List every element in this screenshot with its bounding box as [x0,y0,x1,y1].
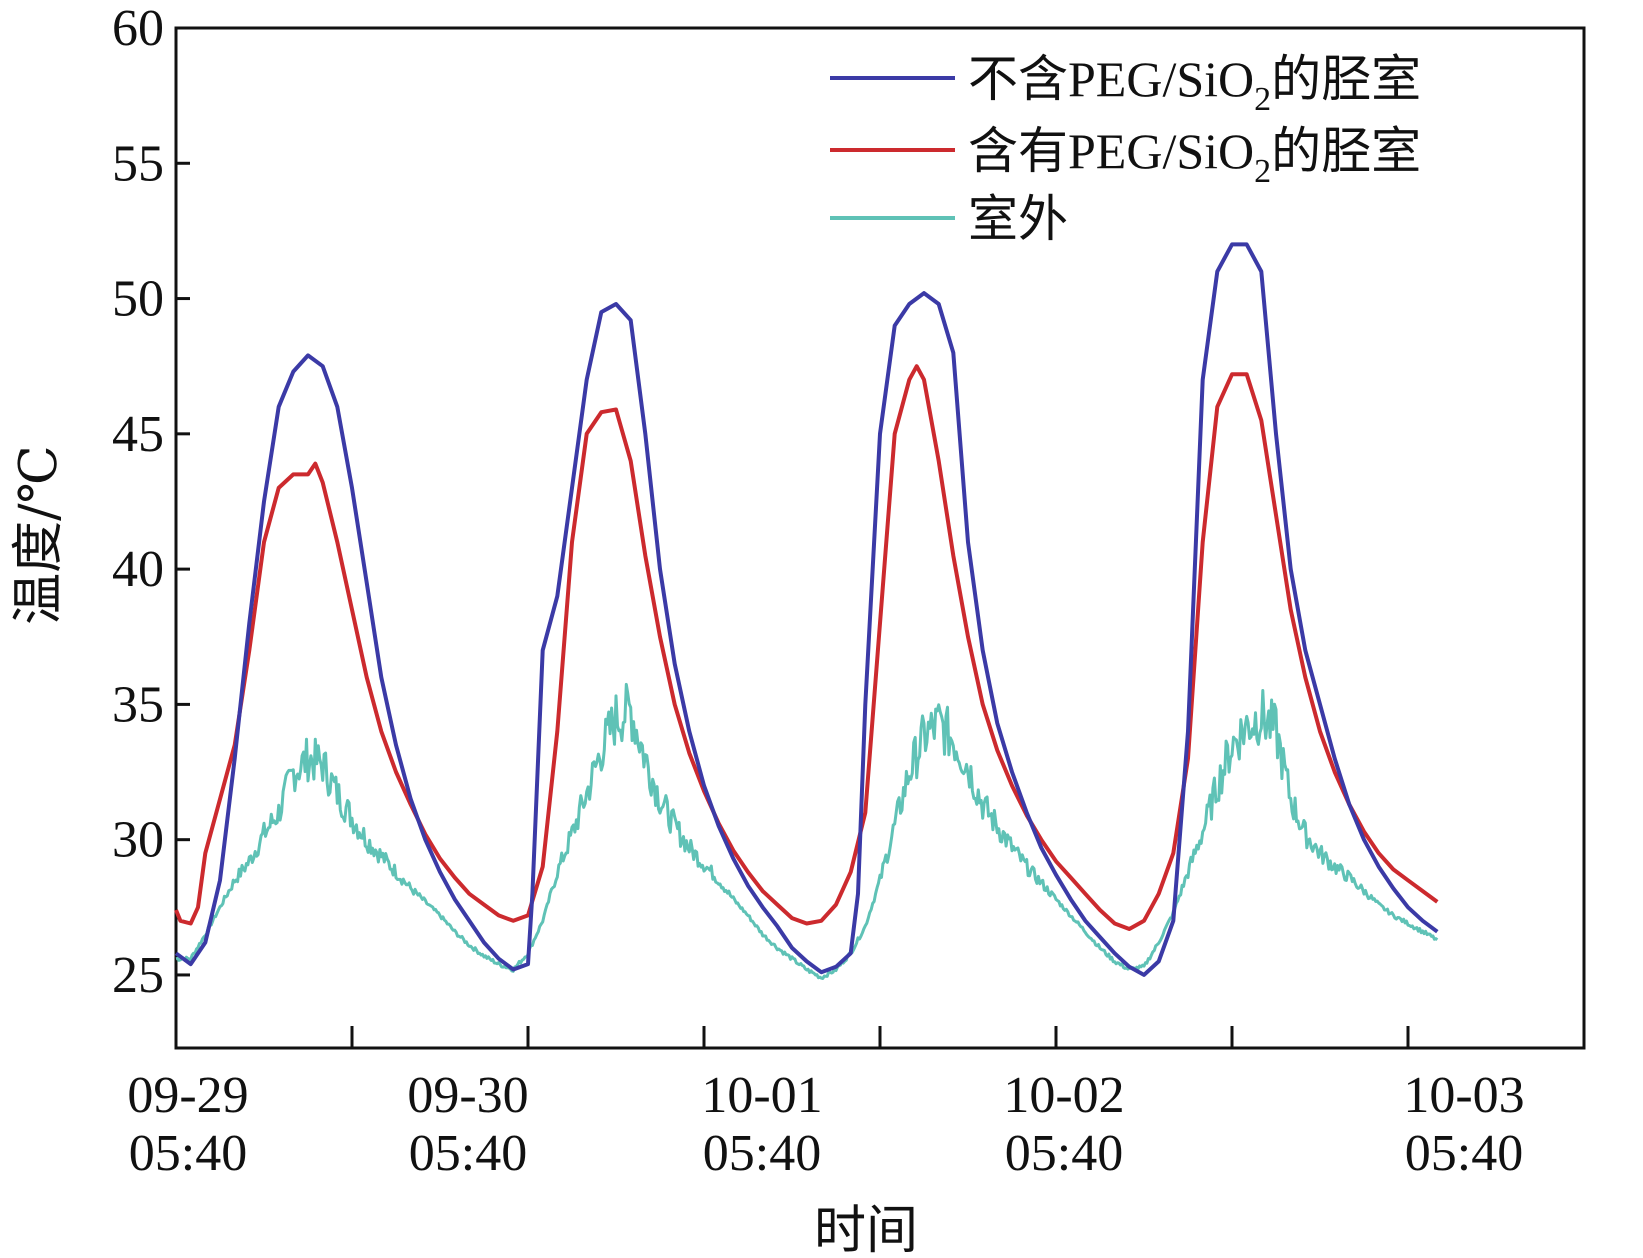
x-axis: 09-2905:4009-3005:4010-0105:4010-0205:40… [127,1026,1525,1182]
x-tick-label-time-4: 05:40 [1405,1125,1523,1182]
y-axis: 25 30 35 40 45 50 55 60 [112,0,190,1004]
legend-label-1-tail: 的胫室 [1271,122,1421,180]
legend-label-1-sub: 2 [1254,153,1271,190]
series-line-2 [175,682,1439,980]
x-tick-label-time-0: 05:40 [129,1125,247,1182]
x-tick-label-time-1: 05:40 [409,1125,527,1182]
legend-label-0-sub: 2 [1254,81,1271,118]
series-layer [174,242,1439,980]
legend: 不含PEG/SiO2的胫室 含有PEG/SiO2的胫室 室外 [830,50,1421,248]
y-tick-label-55: 55 [112,135,164,192]
legend-label-0-tail: 的胫室 [1271,50,1421,108]
y-axis-title: 温度/℃ [9,445,69,625]
plot-area-frame [174,26,1586,1050]
legend-label-0: 不含PEG/SiO2的胫室 [968,50,1421,118]
x-tick-label-date-1: 09-30 [407,1067,528,1124]
legend-label-1-main: 含有PEG/SiO [968,123,1254,179]
x-tick-label-date-0: 09-29 [127,1067,248,1124]
x-tick-label-date-2: 10-01 [701,1067,822,1124]
legend-label-0-main: 不含PEG/SiO [968,51,1254,107]
y-tick-label-45: 45 [112,406,164,463]
y-tick-label-35: 35 [112,676,164,733]
x-tick-label-date-4: 10-03 [1403,1067,1524,1124]
series-line-1 [174,364,1439,931]
x-tick-label-date-3: 10-02 [1003,1067,1124,1124]
y-tick-label-60: 60 [112,0,164,57]
y-tick-label-25: 25 [112,947,164,1004]
y-tick-label-30: 30 [112,812,164,869]
y-tick-label-50: 50 [112,271,164,328]
x-axis-title: 时间 [814,1201,918,1258]
x-tick-label-time-2: 05:40 [703,1125,821,1182]
y-tick-label-40: 40 [112,541,164,598]
legend-label-1: 含有PEG/SiO2的胫室 [968,122,1421,190]
x-tick-label-time-3: 05:40 [1005,1125,1123,1182]
legend-label-2: 室外 [968,190,1068,248]
series-line-0 [174,242,1439,977]
